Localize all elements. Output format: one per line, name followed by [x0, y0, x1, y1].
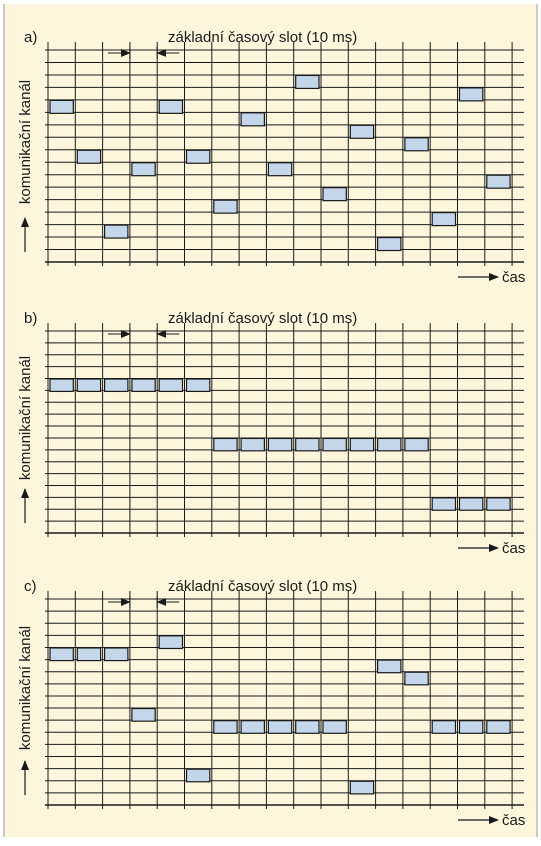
occupied-slot-block — [185, 768, 211, 783]
occupied-slot-block — [103, 224, 129, 239]
occupied-slot-block — [76, 149, 102, 164]
occupied-slot-block — [103, 378, 129, 393]
panel-letter: a) — [24, 29, 37, 46]
panel-a: a) základní časový slot (10 ms) komunikačn… — [17, 29, 525, 286]
y-axis-label: komunikační kanál — [17, 80, 34, 204]
occupied-slot-block — [458, 720, 484, 734]
occupied-slot-block — [404, 137, 429, 152]
occupied-slot-block — [349, 124, 375, 139]
occupied-slot-block — [213, 720, 238, 734]
occupied-slot-block — [158, 635, 184, 650]
slot-caption: základní časový slot (10 ms) — [168, 29, 357, 46]
panel-letter: b) — [24, 310, 37, 327]
occupied-slot-block — [295, 74, 320, 90]
y-axis-label: komunikační kanál — [17, 626, 34, 750]
occupied-slot-block — [76, 378, 102, 393]
occupied-slot-block — [158, 378, 184, 393]
occupied-slot-block — [431, 497, 457, 511]
slot-caption: základní časový slot (10 ms) — [168, 578, 357, 595]
occupied-slot-block — [486, 497, 511, 511]
occupied-slot-block — [185, 378, 211, 393]
occupied-slot-block — [267, 437, 293, 452]
figure-background — [4, 4, 537, 837]
occupied-slot-block — [240, 437, 266, 452]
occupied-slot-block — [377, 659, 402, 674]
x-axis-label: čas — [502, 269, 525, 286]
occupied-slot-block — [76, 647, 102, 662]
occupied-slot-block — [131, 378, 156, 393]
occupied-slot-block — [322, 187, 347, 202]
occupied-slot-block — [404, 671, 429, 686]
occupied-slot-block — [486, 720, 511, 734]
occupied-slot-block — [322, 437, 347, 452]
occupied-slot-block — [131, 707, 156, 722]
occupied-slot-block — [322, 720, 347, 734]
occupied-slot-block — [431, 212, 457, 227]
occupied-slot-block — [213, 199, 238, 214]
occupied-slot-block — [240, 112, 266, 127]
x-axis-label: čas — [502, 540, 525, 557]
occupied-slot-block — [158, 99, 184, 114]
occupied-slot-block — [349, 780, 375, 795]
occupied-slot-block — [458, 497, 484, 511]
occupied-slot-block — [185, 149, 211, 164]
x-axis-label: čas — [502, 812, 525, 829]
occupied-slot-block — [295, 720, 320, 734]
occupied-slot-block — [377, 236, 402, 252]
occupied-slot-block — [213, 437, 238, 452]
occupied-slot-block — [431, 720, 457, 734]
y-axis-label: komunikační kanál — [17, 356, 34, 480]
panel-b: b) základní časový slot (10 ms) komunikačn… — [17, 310, 525, 557]
occupied-slot-block — [49, 99, 74, 114]
occupied-slot-block — [295, 437, 320, 452]
occupied-slot-block — [49, 378, 74, 393]
occupied-slot-block — [103, 647, 129, 662]
occupied-slot-block — [486, 174, 511, 189]
occupied-slot-block — [131, 162, 156, 177]
occupied-slot-block — [404, 437, 429, 452]
panel-c: c) základní časový slot (10 ms) komunikačn… — [17, 578, 525, 829]
occupied-slot-block — [267, 720, 293, 734]
occupied-slot-block — [267, 162, 293, 177]
slot-caption: základní časový slot (10 ms) — [168, 310, 357, 327]
occupied-slot-block — [377, 437, 402, 452]
occupied-slot-block — [240, 720, 266, 734]
panel-letter: c) — [24, 578, 37, 595]
occupied-slot-block — [349, 437, 375, 452]
occupied-slot-block — [49, 647, 74, 662]
occupied-slot-block — [458, 87, 484, 102]
